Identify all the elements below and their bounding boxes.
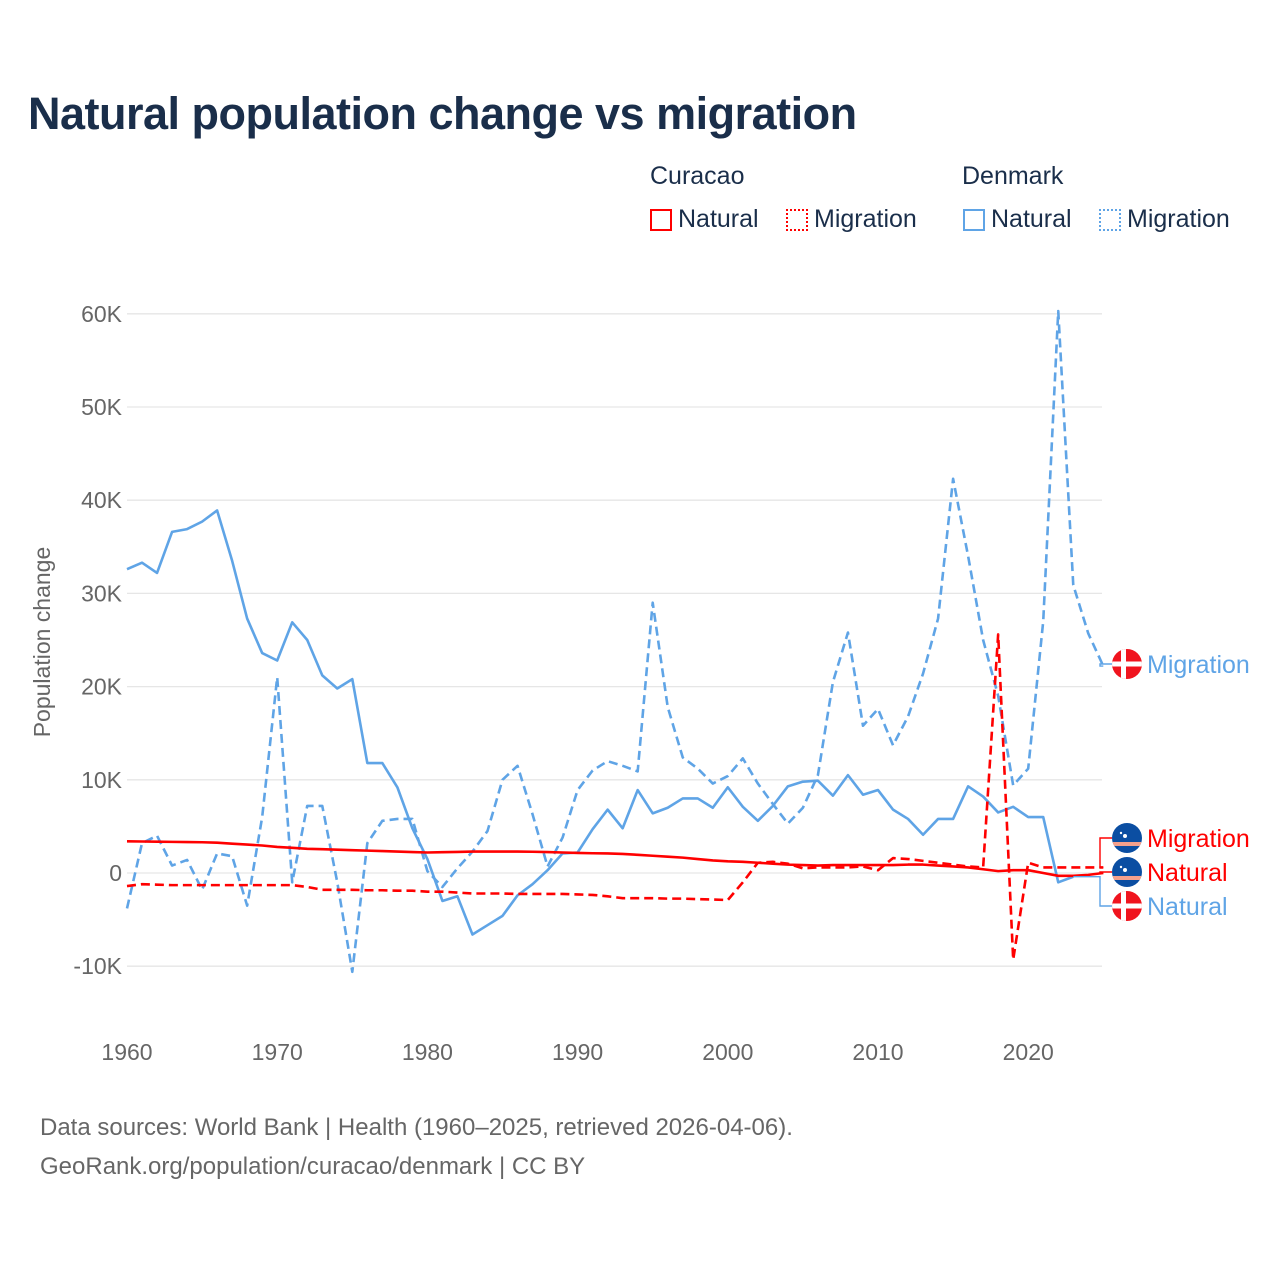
flag-star: [1119, 865, 1123, 869]
legend-group-denmark: Denmark: [962, 162, 1064, 190]
legend-label: Migration: [814, 205, 917, 233]
end-label: Natural: [1147, 859, 1228, 887]
y-tick-label: 0: [109, 860, 122, 886]
x-tick-label: 1970: [252, 1039, 303, 1065]
series-line: [126, 840, 1104, 878]
x-tick-label: 2020: [1003, 1039, 1054, 1065]
legend-label: Migration: [1127, 205, 1230, 233]
flag-stripe: [1112, 842, 1142, 846]
series-curacao-migration: [126, 633, 1104, 961]
legend-item-curacao-migration[interactable]: Migration: [786, 205, 917, 234]
legend-swatch-solid: [963, 208, 985, 231]
y-tick-label: -10K: [73, 953, 122, 979]
flag-cross-h: [1112, 661, 1142, 667]
flag-cross-v: [1121, 649, 1126, 679]
denmark-flag-icon: [1112, 649, 1142, 679]
x-tick-label: 1990: [552, 1039, 603, 1065]
denmark-flag-icon: [1112, 891, 1142, 921]
flag-cross-v: [1121, 891, 1126, 921]
y-tick-label: 30K: [81, 580, 123, 606]
legend-swatch-solid: [650, 208, 672, 231]
flag-cross-h: [1112, 903, 1142, 909]
legend-group-curacao: Curacao: [650, 162, 745, 190]
source-line-1: Data sources: World Bank | Health (1960–…: [40, 1114, 793, 1141]
y-tick-label: 50K: [81, 394, 123, 420]
legend-item-curacao-natural[interactable]: Natural: [650, 205, 759, 234]
flag-star: [1123, 834, 1127, 838]
legend-swatch-dotted: [786, 208, 808, 231]
x-tick-label: 2010: [852, 1039, 903, 1065]
legend-label: Natural: [678, 205, 759, 233]
source-line-2[interactable]: GeoRank.org/population/curacao/denmark |…: [40, 1153, 586, 1180]
x-tick-label: 2000: [702, 1039, 753, 1065]
end-label: Natural: [1147, 893, 1228, 921]
series-curacao-natural: [126, 840, 1104, 878]
flag-stripe: [1112, 876, 1142, 880]
flag-field: [1112, 857, 1142, 887]
y-tick-label: 10K: [81, 767, 123, 793]
series-line: [126, 633, 1104, 961]
legend-label: Natural: [991, 205, 1072, 233]
end-label: Migration: [1147, 825, 1250, 853]
connector-line: [1099, 837, 1112, 869]
series-line: [126, 509, 1074, 936]
connector-line: [1073, 876, 1112, 907]
flag-field: [1112, 823, 1142, 853]
y-axis-label: Population change: [29, 547, 55, 738]
legend-swatch-dotted: [1099, 208, 1121, 231]
end-label: Migration: [1147, 651, 1250, 679]
chart-title: Natural population change vs migration: [28, 88, 857, 139]
x-tick-label: 1960: [101, 1039, 152, 1065]
curacao-flag-icon: [1112, 857, 1142, 887]
flag-star: [1119, 831, 1123, 835]
y-tick-label: 60K: [81, 301, 123, 327]
curacao-flag-icon: [1112, 823, 1142, 853]
flag-star: [1123, 868, 1127, 872]
legend-item-denmark-migration[interactable]: Migration: [1099, 205, 1230, 234]
y-tick-label: 40K: [81, 487, 123, 513]
y-tick-label: 20K: [81, 674, 123, 700]
source-note: Data sources: World Bank | Health (1960–…: [40, 1108, 793, 1186]
series-denmark-natural: [126, 509, 1074, 936]
x-tick-label: 1980: [402, 1039, 453, 1065]
connector-line: [1099, 663, 1112, 667]
legend-item-denmark-natural[interactable]: Natural: [963, 205, 1072, 234]
connector-line: [1099, 871, 1112, 874]
